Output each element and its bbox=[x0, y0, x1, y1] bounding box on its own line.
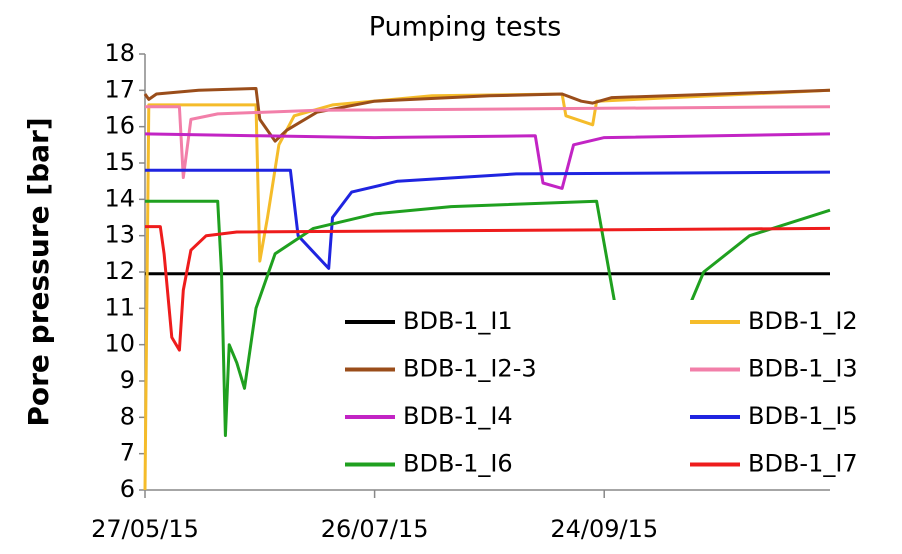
y-tick-label: 10 bbox=[104, 330, 135, 358]
y-tick-label: 15 bbox=[104, 148, 135, 176]
x-tick-label: 24/09/15 bbox=[550, 515, 658, 543]
legend-label: BDB-1_I5 bbox=[748, 402, 858, 430]
y-tick-label: 18 bbox=[104, 39, 135, 67]
legend-label: BDB-1_I4 bbox=[403, 402, 513, 430]
legend-label: BDB-1_I2 bbox=[748, 307, 858, 335]
y-tick-label: 6 bbox=[120, 475, 135, 503]
series-line bbox=[144, 132, 831, 190]
y-tick-label: 7 bbox=[120, 439, 135, 467]
x-tick-label: 26/07/15 bbox=[321, 515, 429, 543]
y-tick-label: 8 bbox=[120, 402, 135, 430]
series-line bbox=[145, 168, 831, 270]
series-line bbox=[145, 105, 831, 179]
y-tick-label: 16 bbox=[104, 112, 135, 140]
y-tick-label: 14 bbox=[104, 184, 135, 212]
y-tick-label: 11 bbox=[104, 293, 135, 321]
legend-label: BDB-1_I2-3 bbox=[403, 355, 537, 383]
y-axis-label: Pore pressure [bar] bbox=[22, 117, 55, 426]
series-line bbox=[143, 87, 831, 143]
chart-title: Pumping tests bbox=[369, 12, 562, 43]
x-tick-label: 27/05/15 bbox=[91, 515, 199, 543]
series-line bbox=[145, 225, 831, 352]
y-tick-label: 9 bbox=[120, 366, 135, 394]
y-tick-label: 17 bbox=[104, 75, 135, 103]
legend-label: BDB-1_I6 bbox=[403, 450, 513, 478]
legend: BDB-1_I1 BDB-1_I2 BDB-1_I2-3 BDB-1_I3 BDB-1_… bbox=[335, 300, 890, 485]
legend-label: BDB-1_I1 bbox=[403, 307, 513, 335]
y-tick-label: 12 bbox=[104, 257, 135, 285]
legend-label: BDB-1_I3 bbox=[748, 355, 858, 383]
y-tick-label: 13 bbox=[104, 221, 135, 249]
legend-label: BDB-1_I7 bbox=[748, 450, 858, 478]
legend-box bbox=[335, 300, 890, 485]
